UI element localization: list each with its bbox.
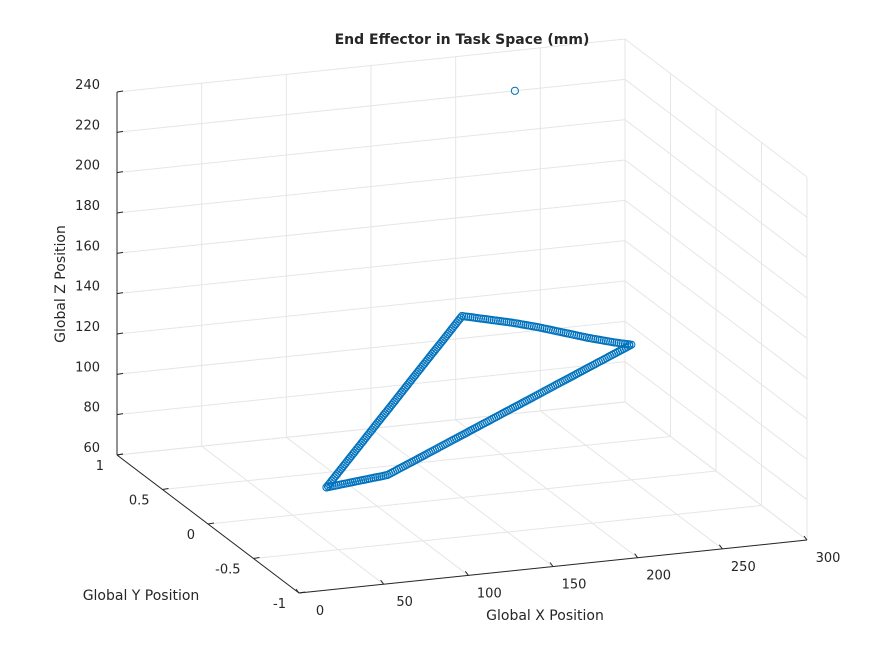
back-wall-grid-line-z (116, 78, 626, 133)
side-wall-grid-line-z (624, 159, 808, 299)
data-point (322, 483, 331, 492)
back-wall-grid-line-z (116, 38, 626, 93)
back-wall-grid-line-z (116, 119, 626, 174)
z-tick-label: 140 (75, 280, 100, 295)
z-tick-mark (116, 211, 124, 214)
x-tick-mark (718, 544, 723, 550)
z-tick-mark (116, 90, 124, 93)
back-wall-grid-line-z (116, 401, 626, 456)
z-tick-label: 60 (83, 441, 100, 456)
floor-grid-line-y (253, 505, 762, 559)
side-wall-grid-line-z (624, 240, 808, 380)
x-tick-mark (803, 535, 808, 541)
x-tick-mark (464, 571, 469, 576)
side-wall-grid-line-z (624, 119, 808, 259)
z-tick-mark (116, 171, 124, 174)
back-wall-grid-line-z (116, 280, 626, 335)
x-tick-label: 200 (646, 569, 671, 584)
z-tick-mark (116, 251, 124, 254)
back-wall-grid-line-z (116, 240, 626, 295)
z-tick-label: 200 (75, 159, 100, 174)
y-tick-label: -1 (273, 597, 286, 612)
back-wall-grid-line-z (116, 159, 626, 214)
x-tick-mark (549, 562, 554, 567)
data-point (387, 468, 396, 478)
z-tick-mark (116, 130, 124, 133)
chart-title: End Effector in Task Space (mm) (335, 32, 590, 48)
z-tick-mark (116, 413, 124, 416)
side-wall-grid-line-z (624, 38, 808, 178)
back-wall-grid-line-z (116, 199, 626, 254)
z-axis-label: Global Z Position (53, 225, 69, 343)
y-tick-label: -0.5 (215, 563, 240, 578)
side-wall-grid-line-z (624, 199, 808, 339)
y-tick-mark (207, 522, 215, 525)
z-tick-mark (116, 372, 124, 375)
side-wall-grid-line-z (624, 401, 808, 541)
z-tick-label: 240 (75, 78, 100, 93)
y-axis-label: Global Y Position (83, 588, 200, 604)
back-wall-grid-line-z (116, 361, 626, 416)
data-series (322, 86, 636, 492)
y-tick-label: 0.5 (129, 494, 150, 509)
z-tick-label: 120 (75, 320, 100, 335)
side-wall-grid-line-z (624, 320, 808, 460)
x-tick-label: 150 (562, 578, 587, 593)
z-tick-label: 220 (75, 118, 100, 133)
side-wall-grid-line-z (624, 78, 808, 218)
x-tick-mark (380, 579, 385, 585)
y-tick-mark (162, 488, 169, 490)
z-tick-label: 80 (83, 401, 100, 416)
z-tick-mark (116, 453, 124, 456)
axes (116, 90, 808, 594)
x-tick-mark (295, 588, 300, 594)
x-axis-label: Global X Position (486, 608, 604, 624)
y-tick-mark (253, 557, 260, 559)
x-tick-label: 0 (316, 604, 324, 619)
x-tick-mark (634, 553, 639, 558)
x-tick-label: 250 (731, 560, 756, 575)
z-tick-label: 100 (75, 360, 100, 375)
z-tick-label: 180 (75, 199, 100, 214)
x-tick-label: 100 (477, 586, 502, 601)
z-tick-mark (116, 292, 124, 295)
y-tick-label: 1 (96, 459, 104, 474)
y-tick-mark (298, 591, 306, 594)
side-wall-grid-line-z (624, 361, 808, 501)
y-tick-label: 0 (187, 528, 195, 543)
data-point (385, 469, 394, 479)
floor-grid-line-y (207, 470, 717, 525)
data-point (510, 86, 520, 95)
z-tick-mark (116, 332, 124, 335)
z-tick-label: 160 (75, 239, 100, 254)
tick-labels: 050100150200250300-1-0.500.5160801001201… (75, 78, 840, 619)
x-tick-label: 300 (816, 551, 841, 566)
side-wall-grid-line-z (624, 280, 808, 420)
x-tick-label: 50 (396, 595, 413, 610)
